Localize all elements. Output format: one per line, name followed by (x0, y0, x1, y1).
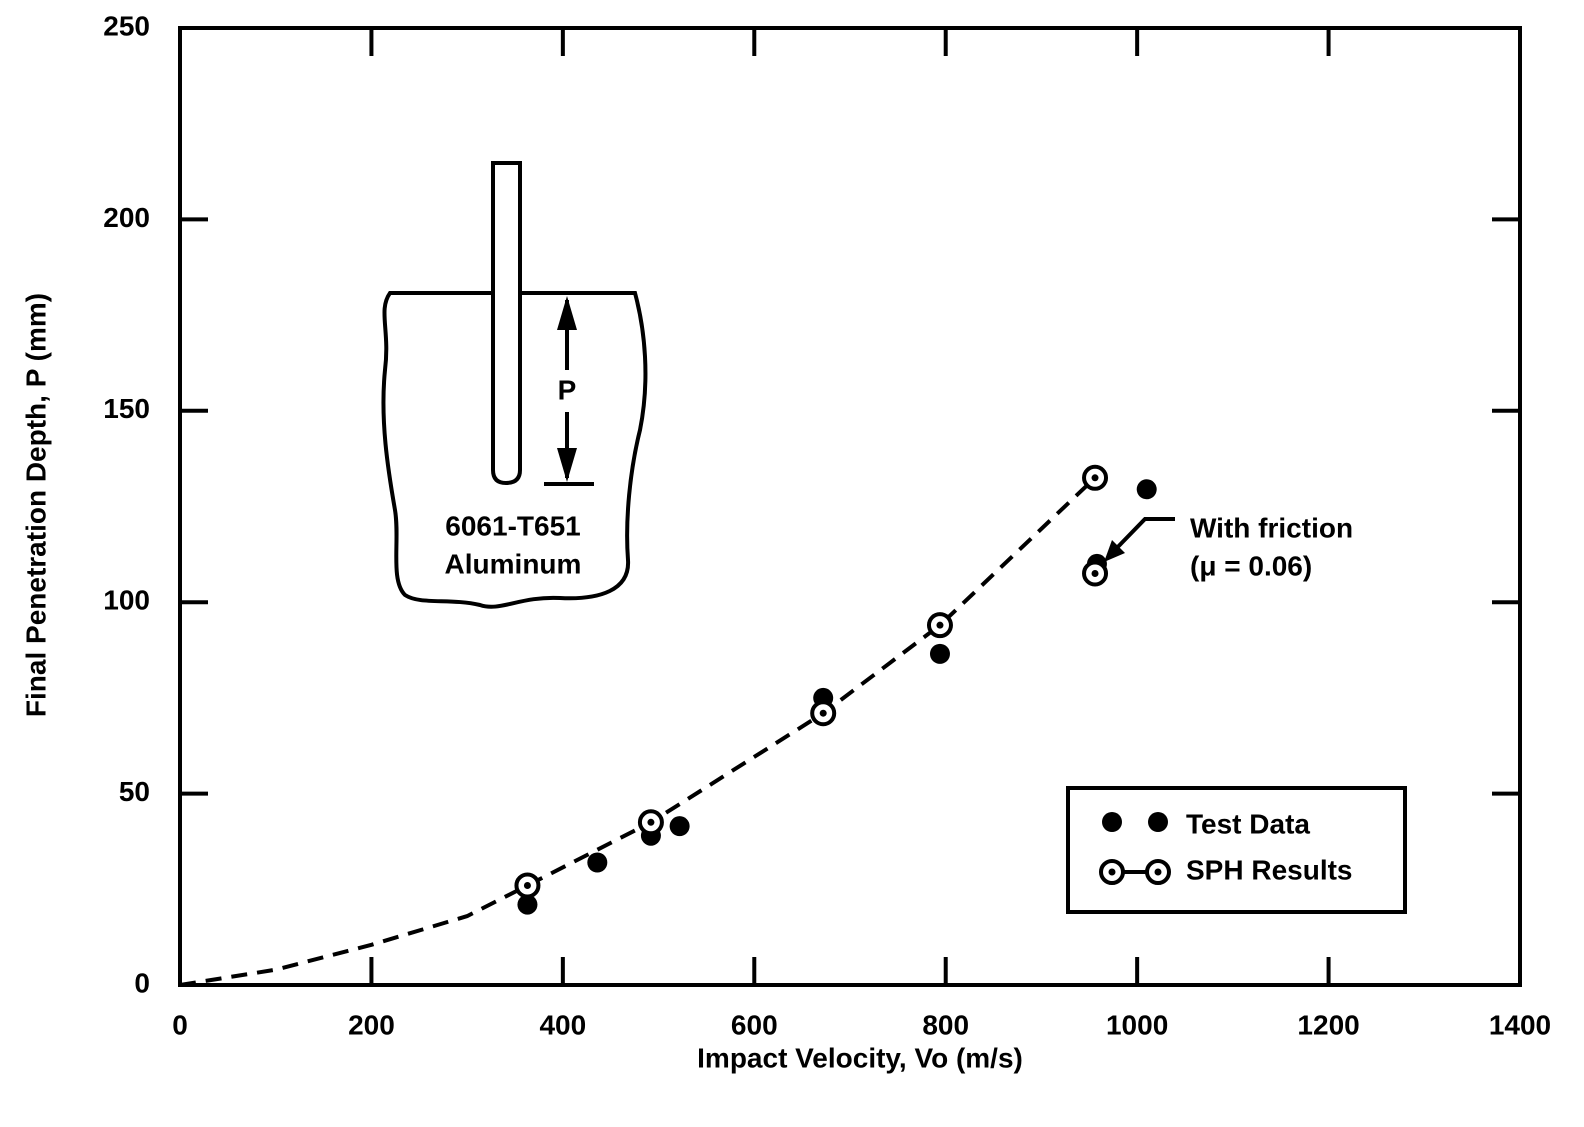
y-axis-label: Final Penetration Depth, P (mm) (20, 293, 51, 717)
arrow-head (1104, 540, 1125, 562)
x-tick-label: 400 (539, 1009, 586, 1040)
y-tick-label: 200 (103, 202, 150, 233)
y-tick-label: 50 (119, 776, 150, 807)
inset-diagram: P 6061-T651 Aluminum (381, 161, 648, 609)
arrow-head (557, 296, 577, 330)
sph-point-center (1154, 868, 1162, 876)
x-tick-label: 600 (731, 1009, 778, 1040)
legend-label: Test Data (1186, 808, 1310, 839)
y-tick-label: 100 (103, 585, 150, 616)
sph-point-center (647, 818, 655, 826)
y-tick-label: 0 (134, 967, 150, 998)
material-label: 6061-T651 (445, 510, 580, 541)
test-point (517, 894, 538, 915)
plot-frame (178, 26, 1522, 987)
sph-point-center (1108, 868, 1116, 876)
legend-marker (1148, 812, 1168, 832)
x-tick-label: 1200 (1297, 1009, 1359, 1040)
test-point (587, 852, 608, 873)
depth-label: P (558, 374, 577, 405)
sph-point-center (936, 621, 944, 629)
x-tick-label: 200 (348, 1009, 395, 1040)
x-tick-label: 1400 (1489, 1009, 1551, 1040)
sph-point-center (1091, 474, 1099, 482)
sph-point-center (1091, 569, 1099, 577)
x-axis-label: Impact Velocity, Vo (m/s) (697, 1042, 1023, 1073)
sph-point-center (819, 709, 827, 717)
test-point (669, 816, 690, 837)
x-tick-label: 1000 (1106, 1009, 1168, 1040)
fit-curve (179, 476, 1097, 987)
x-tick-label: 0 (172, 1009, 188, 1040)
annotation: With friction (μ = 0.06) (1104, 512, 1353, 581)
y-tick-label: 250 (103, 10, 150, 41)
test-point (929, 643, 950, 664)
sph-point-center (523, 881, 531, 889)
annotation-arrow (1108, 517, 1175, 557)
annotation-text: (μ = 0.06) (1190, 550, 1312, 581)
y-tick-label: 150 (103, 393, 150, 424)
projectile (491, 161, 522, 486)
legend-marker (1102, 812, 1122, 832)
test-point (1136, 479, 1157, 500)
x-tick-label: 800 (922, 1009, 969, 1040)
arrow-head (557, 448, 577, 482)
legend-label: SPH Results (1186, 854, 1353, 885)
annotation-text: With friction (1190, 512, 1353, 543)
material-label: Aluminum (445, 548, 582, 579)
legend (1066, 786, 1407, 914)
